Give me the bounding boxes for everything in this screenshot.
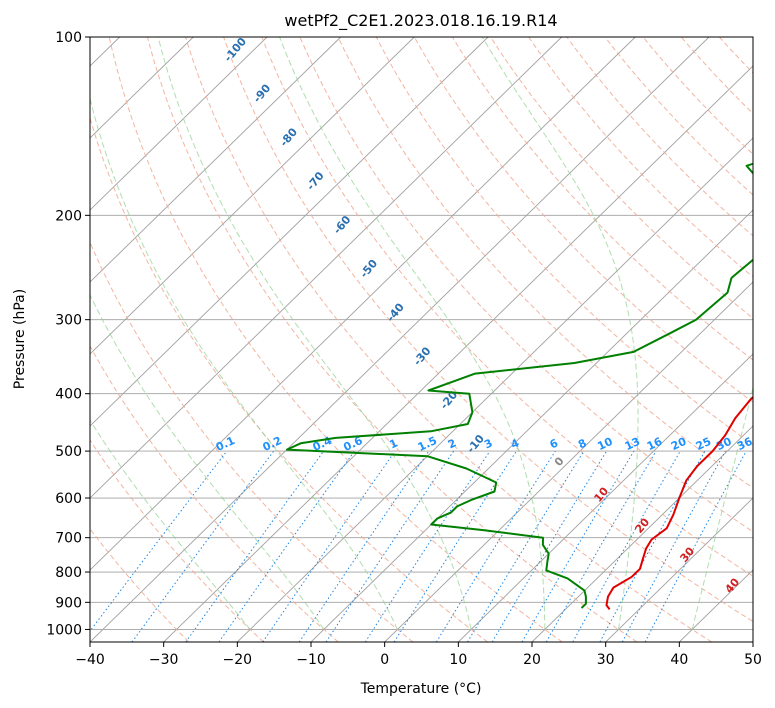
y-axis-label: Pressure (hPa) <box>12 289 28 389</box>
mixing-ratio-line <box>298 450 430 642</box>
x-tick-label: −40 <box>75 652 105 668</box>
isotherm-line <box>605 497 753 642</box>
y-tick-label: 400 <box>55 387 82 403</box>
isotherm-line <box>752 641 753 642</box>
chart-title: wetPf2_C2E1.2023.018.16.19.R14 <box>284 11 557 31</box>
x-tick-label: −10 <box>296 652 326 668</box>
isotherm-line <box>90 37 710 642</box>
dry-adiabat <box>108 37 563 642</box>
mixing-ratio-label: 10 <box>595 435 615 453</box>
isotherm-line <box>163 65 753 642</box>
plot-frame <box>89 36 754 643</box>
y-tick-label: 800 <box>55 565 82 581</box>
moist-adiabat <box>90 96 398 630</box>
dry-adiabat <box>90 439 264 642</box>
dry-adiabat <box>375 37 753 446</box>
y-tick-label: 100 <box>55 30 82 46</box>
dry-adiabat <box>451 37 753 361</box>
background-lines <box>90 37 775 642</box>
dry-adiabat <box>758 37 775 642</box>
isotherm-line <box>90 37 268 211</box>
y-axis: 100 200 300 400 500 600 700 800 900 1000 <box>46 30 90 638</box>
x-tick-label: 30 <box>597 652 615 668</box>
isotherm-line <box>236 137 753 642</box>
isotherm-line <box>90 37 342 283</box>
mixing-ratio-line <box>218 450 355 642</box>
temperature-line <box>605 395 753 610</box>
x-tick-label: 10 <box>449 652 467 668</box>
profile-series <box>285 162 753 610</box>
y-tick-label: 600 <box>55 491 82 507</box>
mixing-ratio-label: 13 <box>623 435 642 453</box>
x-tick-label: −30 <box>149 652 179 668</box>
dry-adiabat <box>90 528 190 642</box>
dry-adiabat <box>90 241 414 642</box>
isotherm-line <box>90 37 636 571</box>
dry-adiabat <box>185 37 712 642</box>
x-tick-label: 0 <box>380 652 389 668</box>
x-tick-label: 50 <box>744 652 762 668</box>
moist-adiabat <box>90 419 251 630</box>
x-axis: −40 −30 −20 −10 0 10 20 30 40 50 <box>75 642 762 668</box>
isotherm-line <box>90 37 563 499</box>
x-tick-label: 40 <box>670 652 688 668</box>
moist-adiabat <box>157 37 472 630</box>
moist-adiabat <box>279 37 546 630</box>
dry-adiabat <box>223 37 753 623</box>
dry-adiabat <box>146 37 638 642</box>
mixing-ratio-line <box>185 450 325 642</box>
isotherm-line <box>531 425 753 642</box>
y-tick-label: 300 <box>55 313 82 329</box>
moist-adiabat <box>481 37 639 630</box>
dry-adiabat <box>90 116 488 642</box>
y-tick-label: 200 <box>55 208 82 224</box>
mixing-ratio-line <box>325 450 455 642</box>
mixing-ratio-line <box>621 450 726 642</box>
mixing-ratio-line <box>90 450 228 632</box>
mixing-ratio-label: 20 <box>669 435 689 453</box>
y-tick-label: 1000 <box>46 622 82 638</box>
y-tick-label: 900 <box>55 595 82 611</box>
dewpoint-line <box>285 162 753 609</box>
dry-adiabat <box>261 37 753 577</box>
isotherm-line <box>457 353 753 642</box>
x-tick-label: −20 <box>223 652 253 668</box>
mixing-ratio-label: 25 <box>694 435 713 453</box>
mixing-ratio-line <box>131 450 275 642</box>
mixing-ratio-label: 30 <box>714 435 734 453</box>
y-tick-label: 700 <box>55 531 82 547</box>
y-tick-label: 500 <box>55 444 82 460</box>
moist-adiabat <box>691 385 753 630</box>
moist-adiabat <box>90 293 325 630</box>
mixing-ratio-label: 36 <box>735 435 755 453</box>
plot-background <box>90 37 753 642</box>
isotherm-line <box>90 37 489 427</box>
mixing-ratio-line <box>393 450 517 642</box>
dry-adiabat <box>299 37 753 533</box>
mixing-ratio-line <box>467 450 585 642</box>
mixing-ratio-line <box>364 450 491 642</box>
x-axis-label: Temperature (°C) <box>360 681 482 697</box>
isotherm-line <box>384 281 753 642</box>
dry-adiabat <box>90 345 339 642</box>
x-tick-label: 20 <box>523 652 541 668</box>
mixing-ratio-label: 16 <box>645 435 665 453</box>
isotherm-line <box>90 37 415 355</box>
mixing-ratio-line <box>572 450 681 642</box>
mixing-ratio-line <box>262 450 396 642</box>
